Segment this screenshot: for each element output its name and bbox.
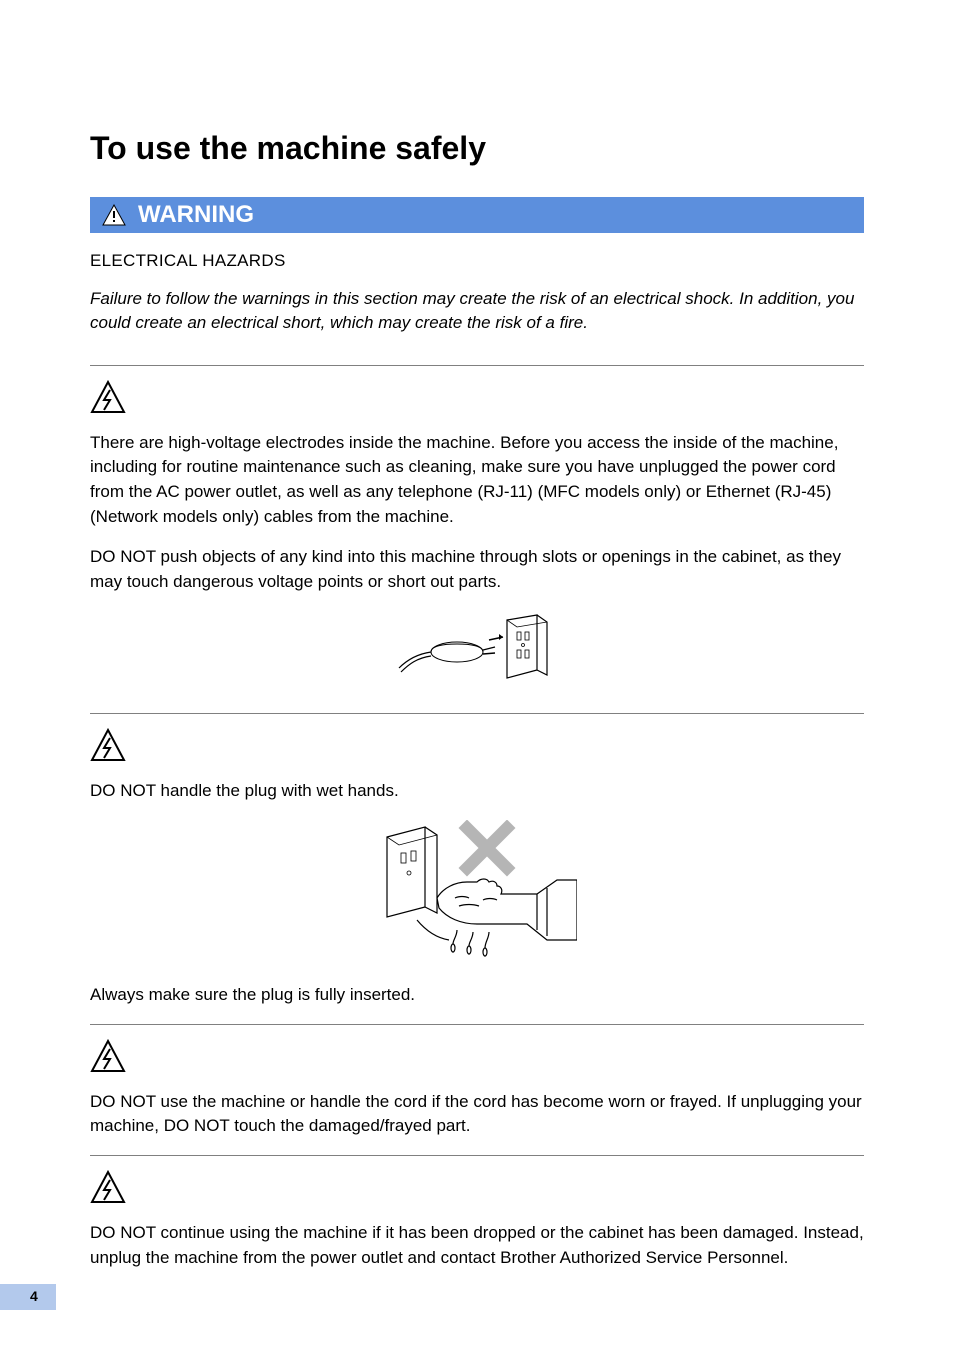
shock-hazard-icon: [90, 1039, 126, 1075]
intro-text: Failure to follow the warnings in this s…: [90, 287, 864, 335]
shock-hazard-icon: [90, 380, 126, 416]
body-text: DO NOT handle the plug with wet hands.: [90, 779, 864, 804]
subheading-electrical-hazards: ELECTRICAL HAZARDS: [90, 251, 864, 271]
body-text: Always make sure the plug is fully inser…: [90, 983, 864, 1008]
body-text: There are high-voltage electrodes inside…: [90, 431, 864, 530]
hazard-section: There are high-voltage electrodes inside…: [90, 365, 864, 696]
alert-triangle-icon: [102, 204, 126, 226]
hazard-section: DO NOT handle the plug with wet hands.: [90, 713, 864, 1007]
body-text: DO NOT push objects of any kind into thi…: [90, 545, 864, 594]
figure-plug-outlet: [90, 610, 864, 695]
hazard-section: DO NOT continue using the machine if it …: [90, 1155, 864, 1270]
hazard-section: DO NOT use the machine or handle the cor…: [90, 1024, 864, 1139]
warning-label: WARNING: [138, 201, 254, 229]
page-number: 4: [30, 1288, 38, 1304]
shock-hazard-icon: [90, 728, 126, 764]
page-title: To use the machine safely: [90, 130, 864, 167]
body-text: DO NOT use the machine or handle the cor…: [90, 1090, 864, 1139]
shock-hazard-icon: [90, 1170, 126, 1206]
figure-wet-hand: [90, 820, 864, 965]
warning-banner: WARNING: [90, 197, 864, 233]
body-text: DO NOT continue using the machine if it …: [90, 1221, 864, 1270]
page-number-tab: 4: [0, 1284, 56, 1310]
